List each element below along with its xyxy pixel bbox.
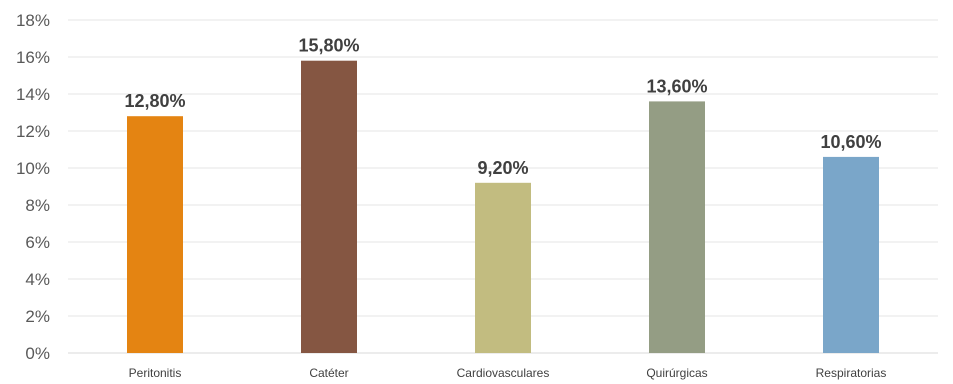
bar [475,182,531,353]
y-tick-label: 6% [25,233,50,252]
x-tick-label: Cardiovasculares [457,366,550,380]
y-axis-ticks: 0% 2% 4% 6% 8% 10% 12% 14% 16% 18% [16,11,50,363]
x-tick-label: Catéter [309,366,348,380]
x-tick-label: Peritonitis [129,366,182,380]
y-tick-label: 8% [25,196,50,215]
x-axis-ticks: Peritonitis Catéter Cardiovasculares Quirúr… [129,366,887,380]
data-label: 10,60% [820,132,881,152]
bar [301,60,357,353]
y-tick-label: 12% [16,122,50,141]
y-tick-label: 18% [16,11,50,30]
bars [127,60,879,354]
y-tick-label: 10% [16,159,50,178]
bar [649,101,705,354]
y-tick-label: 4% [25,270,50,289]
data-label: 9,20% [477,158,528,178]
data-label: 12,80% [124,91,185,111]
bar [823,156,879,353]
y-tick-label: 16% [16,48,50,67]
y-tick-label: 14% [16,85,50,104]
data-label: 13,60% [646,76,707,96]
data-label: 15,80% [298,36,359,56]
bar [127,116,183,353]
x-tick-label: Quirúrgicas [646,366,707,380]
data-labels: 12,80% 15,80% 9,20% 13,60% 10,60% [124,36,881,178]
y-tick-label: 0% [25,344,50,363]
x-tick-label: Respiratorias [816,366,887,380]
y-tick-label: 2% [25,307,50,326]
